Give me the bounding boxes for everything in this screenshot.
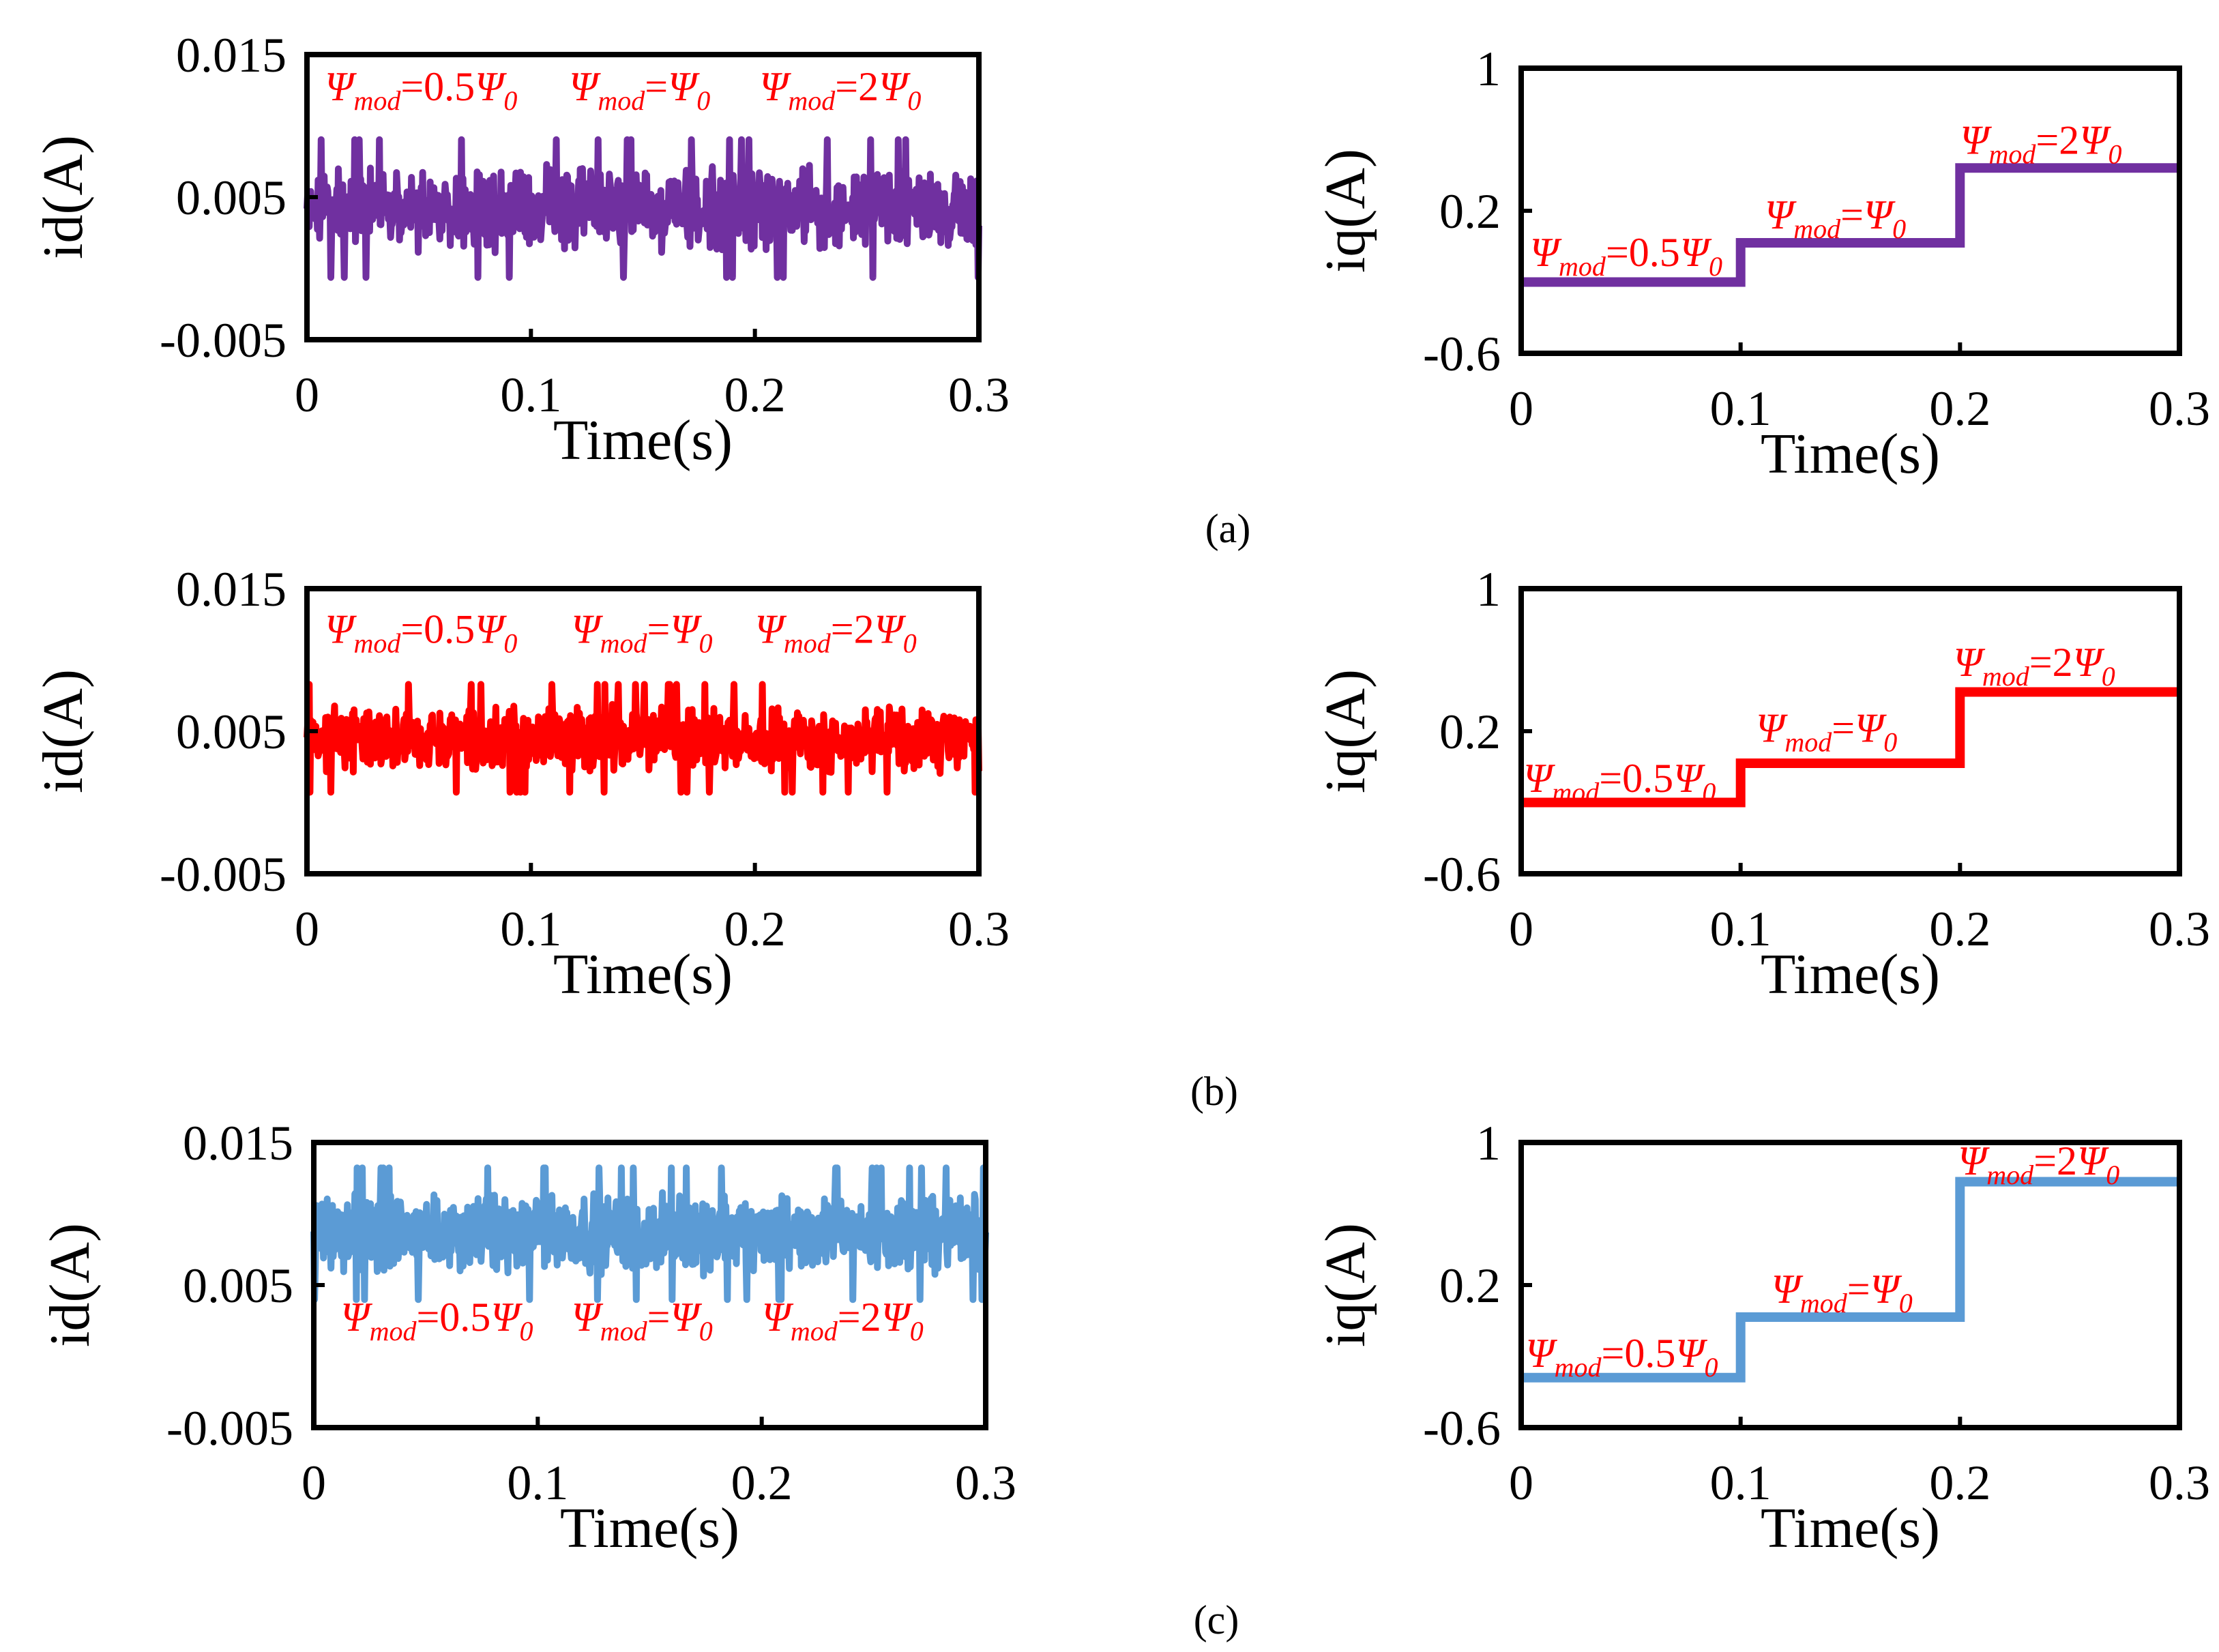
flux-annotation: Ψmod=2Ψ0 — [762, 1295, 924, 1346]
flux-annotation: Ψmod=0.5Ψ0 — [1525, 1331, 1718, 1383]
y-axis-title: iq(A) — [1314, 669, 1377, 793]
panel-a-iq: 0 0.1 0.2 0.3 1 0.2 -0.6 Time(s) iq(A) Ψmod=0.5Ψ0… — [1314, 42, 2210, 486]
flux-annotation: Ψmod=Ψ0 — [1765, 192, 1906, 244]
y-tick-label: 0.2 — [1439, 705, 1501, 759]
x-tick-label: 0.1 — [500, 902, 561, 956]
x-tick-label: 0 — [1509, 381, 1533, 436]
x-tick-label: 0.2 — [1929, 902, 1990, 956]
series-line — [304, 136, 982, 281]
x-tick-label: 0.2 — [724, 368, 786, 422]
y-tick-label: 0.2 — [1439, 184, 1501, 239]
x-tick-label: 0.1 — [1710, 381, 1772, 436]
x-tick-label: 0.1 — [1710, 1456, 1772, 1510]
flux-annotation: Ψmod=Ψ0 — [572, 1295, 713, 1346]
x-axis-title: Time(s) — [553, 409, 733, 472]
x-tick-label: 0.3 — [2149, 381, 2210, 436]
series-line — [1521, 687, 2179, 808]
flux-annotation: Ψmod=0.5Ψ0 — [325, 606, 517, 658]
flux-annotation: Ψmod=2Ψ0 — [755, 606, 917, 658]
x-axis-title: Time(s) — [553, 943, 733, 1006]
y-tick-label: 0.015 — [183, 1116, 293, 1170]
y-tick-label: -0.6 — [1423, 327, 1501, 381]
x-tick-label: 0.3 — [948, 902, 1010, 956]
y-tick-label: 0.005 — [183, 1258, 293, 1313]
y-axis-title: id(A) — [38, 1223, 102, 1347]
series-line — [304, 681, 982, 796]
x-axis-title: Time(s) — [1761, 1496, 1940, 1560]
x-tick-label: 0.2 — [731, 1456, 793, 1510]
flux-annotation: Ψmod=Ψ0 — [569, 64, 710, 116]
x-axis-title: Time(s) — [1761, 943, 1940, 1006]
x-tick-label: 0.3 — [948, 368, 1010, 422]
x-tick-label: 0 — [1509, 902, 1533, 956]
caption-a: (a) — [1205, 506, 1251, 551]
x-tick-label: 0 — [302, 1456, 326, 1510]
y-axis-title: iq(A) — [1314, 149, 1377, 273]
y-axis-title: id(A) — [31, 135, 95, 259]
caption-b: (b) — [1190, 1069, 1238, 1114]
x-tick-label: 0 — [295, 902, 319, 956]
y-tick-label: -0.6 — [1423, 1401, 1501, 1456]
x-tick-label: 0.3 — [2149, 1456, 2210, 1510]
panel-b-id: 0 0.1 0.2 0.3 0.015 0.005 -0.005 Time(s) id(A) Ψm… — [31, 562, 1010, 1006]
y-tick-label: 0.015 — [176, 28, 286, 83]
x-tick-label: 0.2 — [1929, 381, 1990, 436]
x-tick-label: 0.1 — [507, 1456, 568, 1510]
y-tick-label: -0.005 — [166, 1401, 293, 1456]
series-line — [310, 1164, 989, 1303]
flux-annotation: Ψmod=0.5Ψ0 — [340, 1295, 533, 1346]
y-axis-title: iq(A) — [1314, 1223, 1377, 1347]
flux-annotation: Ψmod=2Ψ0 — [1954, 640, 2115, 692]
y-tick-label: -0.005 — [160, 313, 286, 368]
flux-annotation: Ψmod=2Ψ0 — [759, 64, 921, 116]
panel-b-iq: 0 0.1 0.2 0.3 1 0.2 -0.6 Time(s) iq(A) Ψmod=0.5Ψ0… — [1314, 562, 2210, 1006]
y-tick-label: 1 — [1476, 42, 1501, 96]
y-axis-title: id(A) — [31, 669, 95, 793]
x-tick-label: 0.1 — [500, 368, 561, 422]
flux-annotation: Ψmod=0.5Ψ0 — [1530, 230, 1722, 282]
x-axis-title: Time(s) — [1761, 422, 1940, 486]
y-tick-label: 1 — [1476, 1116, 1501, 1170]
flux-annotation: Ψmod=2Ψ0 — [1958, 1138, 2119, 1190]
panels: 0 0.1 0.2 0.3 0.015 0.005 -0.005 Time(s) id(A) Ψm… — [31, 28, 2210, 1560]
captions: (a) (b) (c) — [1190, 506, 1250, 1642]
x-tick-label: 0.3 — [955, 1456, 1016, 1510]
x-tick-label: 0.2 — [1929, 1456, 1990, 1510]
y-tick-label: 0.015 — [176, 562, 286, 617]
flux-annotation: Ψmod=Ψ0 — [571, 606, 712, 658]
x-tick-label: 0 — [295, 368, 319, 422]
x-tick-label: 0.3 — [2149, 902, 2210, 956]
flux-annotation: Ψmod=Ψ0 — [1756, 706, 1897, 758]
y-tick-label: 0.005 — [176, 705, 286, 759]
flux-annotation: Ψmod=Ψ0 — [1772, 1267, 1913, 1318]
x-tick-label: 0.2 — [724, 902, 786, 956]
series-line — [1521, 163, 2179, 287]
x-tick-label: 0 — [1509, 1456, 1533, 1510]
y-tick-label: 1 — [1476, 562, 1501, 617]
x-axis-title: Time(s) — [560, 1496, 739, 1560]
panel-c-id: 0 0.1 0.2 0.3 0.015 0.005 -0.005 Time(s) id(A) Ψm… — [38, 1116, 1016, 1560]
series-line — [1521, 1177, 2179, 1383]
flux-annotation: Ψmod=2Ψ0 — [1960, 117, 2121, 169]
flux-annotation: Ψmod=0.5Ψ0 — [325, 64, 517, 116]
caption-c: (c) — [1194, 1597, 1239, 1642]
panel-a-id: 0 0.1 0.2 0.3 0.015 0.005 -0.005 Time(s) id(A) Ψm… — [31, 28, 1010, 472]
y-tick-label: 0.2 — [1439, 1258, 1501, 1313]
panel-c-iq: 0 0.1 0.2 0.3 1 0.2 -0.6 Time(s) iq(A) Ψmod=0.5Ψ0… — [1314, 1116, 2210, 1560]
x-tick-label: 0.1 — [1710, 902, 1772, 956]
flux-annotation: Ψmod=0.5Ψ0 — [1523, 756, 1716, 808]
plot-frame — [311, 1140, 988, 1430]
y-tick-label: -0.005 — [160, 847, 286, 902]
y-tick-label: 0.005 — [176, 171, 286, 225]
y-tick-label: -0.6 — [1423, 847, 1501, 902]
